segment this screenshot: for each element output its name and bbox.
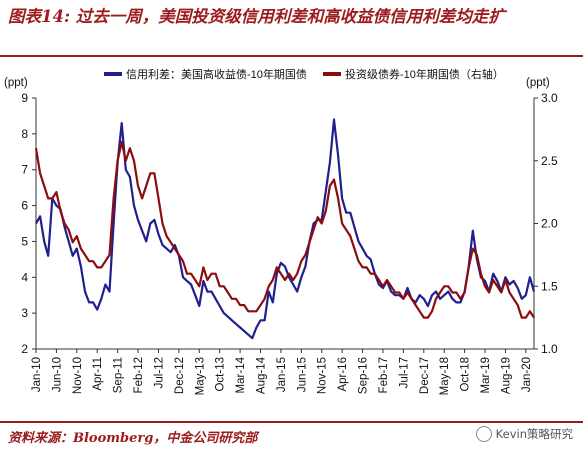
x-tick-label: Mar-14	[235, 356, 247, 393]
x-tick-label: Jun-10	[51, 357, 63, 392]
x-tick-label: Jul-12	[153, 357, 165, 388]
x-tick-label: Dec-17	[419, 357, 431, 394]
series-line-2	[34, 140, 535, 319]
x-tick-label: Aug-19	[500, 357, 512, 394]
x-tick-label: Aug-14	[256, 356, 268, 394]
x-tick-label: Sep-11	[113, 357, 125, 393]
x-tick-label: Oct-18	[460, 357, 472, 392]
y-tick-label-right: 2.0	[541, 217, 558, 231]
wechat-icon	[475, 426, 492, 442]
x-tick-label: Sep-16	[358, 357, 370, 394]
y-tick-label-left: 2	[21, 342, 28, 356]
x-tick-label: Oct-13	[215, 357, 227, 392]
x-tick-label: Jan-20	[521, 357, 533, 392]
y-tick-label-left: 6	[21, 199, 28, 213]
y-tick-label-left: 3	[21, 306, 28, 320]
x-tick-label: Feb-12	[133, 357, 145, 393]
x-tick-label: May-13	[194, 357, 206, 395]
y-tick-label-left: 8	[21, 127, 28, 141]
x-tick-label: Jun-15	[296, 357, 308, 392]
y-tick-label-left: 7	[21, 163, 28, 177]
legend-label-1: 信用利差：美国高收益债-10年期国债	[126, 67, 307, 81]
y-tick-label-left: 5	[21, 234, 28, 248]
x-tick-label: Feb-17	[378, 357, 390, 393]
x-tick-label: May-18	[439, 357, 451, 395]
x-tick-label: Jan-10	[31, 357, 43, 392]
x-tick-label: Apr-16	[337, 357, 349, 392]
y-axis-label-right: (ppt)	[526, 77, 550, 89]
y-tick-label-left: 4	[21, 270, 28, 284]
source-note: 资料来源：Bloomberg，中金公司研究部	[8, 431, 258, 446]
legend-label-2: 投资级债券-10年期国债（右轴）	[345, 67, 504, 81]
y-tick-label-right: 1.0	[541, 342, 558, 356]
chart-title: 图表14: 过去一周，美国投资级信用利差和高收益债信用利差均走扩	[8, 7, 505, 26]
x-tick-label: Jan-15	[276, 357, 288, 392]
title-rule	[0, 55, 583, 57]
x-tick-label: Apr-11	[92, 357, 104, 391]
y-tick-label-right: 3.0	[541, 91, 558, 105]
watermark: Kevin策略研究	[475, 426, 573, 442]
y-axis-label-left: (ppt)	[4, 77, 28, 89]
x-tick-label: Jul-17	[398, 357, 410, 388]
y-tick-label-left: 9	[21, 91, 28, 105]
watermark-text: Kevin策略研究	[495, 427, 573, 441]
y-tick-label-right: 2.5	[541, 154, 558, 168]
footer-rule	[0, 421, 583, 423]
x-tick-label: Nov-10	[72, 357, 84, 394]
x-tick-label: Dec-12	[174, 357, 186, 394]
x-tick-label: Mar-19	[480, 357, 492, 393]
x-tick-label: Nov-15	[317, 357, 329, 394]
chart: 2 3 4 5 6 7 8 9 1.0 1.5 2.0 2.5 3.0 (ppt) (ppt) Jan-10 J…	[4, 67, 558, 395]
y-tick-label-right: 1.5	[541, 279, 558, 293]
